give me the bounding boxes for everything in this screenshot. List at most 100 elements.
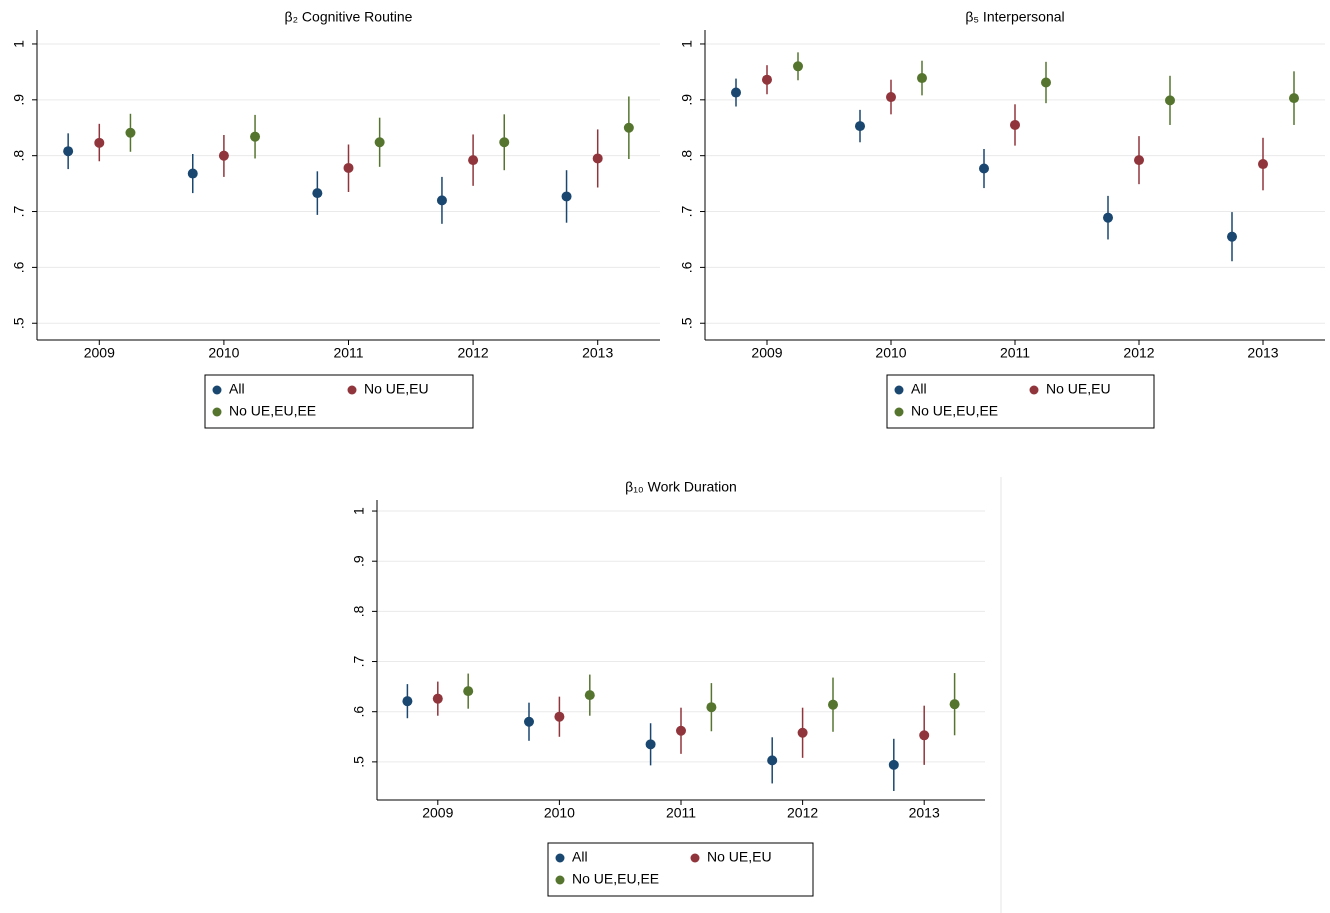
y-tick-label: .9 [351,555,367,567]
legend-label: All [229,381,245,397]
point [762,74,772,85]
legend-swatch [347,385,357,395]
point [886,92,896,103]
chart-title: β₅ Interpersonal [965,9,1064,25]
x-tick-label: 2013 [582,345,613,361]
y-tick-label: .5 [11,317,27,329]
point [436,195,447,206]
y-tick-label: .5 [679,317,695,329]
y-tick-label: .7 [11,205,27,217]
y-tick-label: 1 [351,507,367,515]
point [402,696,413,707]
x-tick-label: 2012 [787,805,818,821]
y-tick-label: .6 [679,261,695,273]
point [828,699,838,710]
point [524,716,534,727]
point [187,168,198,179]
y-tick-label: .8 [11,150,27,162]
point [706,702,717,713]
y-tick-label: .5 [351,756,367,768]
point [917,73,927,84]
legend-swatch [894,407,904,417]
y-tick-label: .8 [679,150,695,162]
legend-box [204,374,474,429]
point [463,686,474,697]
legend-label: All [911,381,927,397]
legend-label: No UE,EU,EE [911,403,998,419]
x-tick-label: 2011 [1000,345,1030,361]
legend-swatch [555,875,565,885]
point [561,191,572,202]
y-tick-label: .9 [679,94,695,106]
x-tick-label: 2010 [875,345,906,361]
legend-box [886,374,1155,429]
point [1103,212,1113,223]
x-tick-label: 2011 [333,345,363,361]
point [592,153,603,164]
point [855,121,865,132]
point [645,739,656,750]
x-tick-label: 2011 [666,805,696,821]
point [676,725,686,736]
y-tick-label: 1 [679,40,695,48]
point [63,146,74,157]
point [343,162,354,173]
point [767,755,778,766]
point [584,690,595,701]
x-tick-label: 2010 [544,805,575,821]
point [888,759,899,770]
y-tick-label: .7 [679,205,695,217]
x-tick-label: 2009 [422,805,453,821]
point [250,131,261,142]
x-tick-label: 2010 [208,345,239,361]
point [218,150,229,161]
point [1258,159,1268,170]
y-tick-label: .8 [351,605,367,617]
point [468,155,479,166]
legend-swatch [1029,385,1039,395]
point [979,163,989,174]
point [94,137,105,148]
y-tick-label: .6 [11,261,27,273]
legend-swatch [212,407,222,417]
point [1041,77,1051,88]
chart-title: β₁₀ Work Duration [625,479,737,495]
legend-swatch [894,385,904,395]
legend-label: No UE,EU [1046,381,1111,397]
point [432,693,443,704]
chart-title: β₂ Cognitive Routine [285,9,413,25]
y-tick-label: .6 [351,706,367,718]
point [623,122,634,133]
point [1010,119,1020,130]
point [1227,231,1237,242]
legend-swatch [690,853,700,863]
legend-label: No UE,EU [364,381,429,397]
point [1165,95,1175,106]
x-tick-label: 2009 [751,345,782,361]
point [1134,155,1144,166]
point [731,87,741,98]
y-tick-label: .7 [351,655,367,667]
point [793,61,803,72]
x-tick-label: 2012 [458,345,489,361]
point [499,137,510,148]
point [919,730,930,741]
point [125,127,136,138]
x-tick-label: 2009 [84,345,115,361]
y-tick-label: 1 [11,40,27,48]
legend-swatch [212,385,222,395]
point [374,137,385,148]
legend-label: No UE,EU [707,849,772,865]
point [797,727,808,738]
legend-swatch [555,853,565,863]
x-tick-label: 2012 [1123,345,1154,361]
y-tick-label: .9 [11,94,27,106]
point [554,711,565,722]
legend-label: No UE,EU,EE [572,871,659,887]
point [949,699,960,710]
x-tick-label: 2013 [1247,345,1278,361]
legend-label: All [572,849,588,865]
point [1289,93,1299,104]
